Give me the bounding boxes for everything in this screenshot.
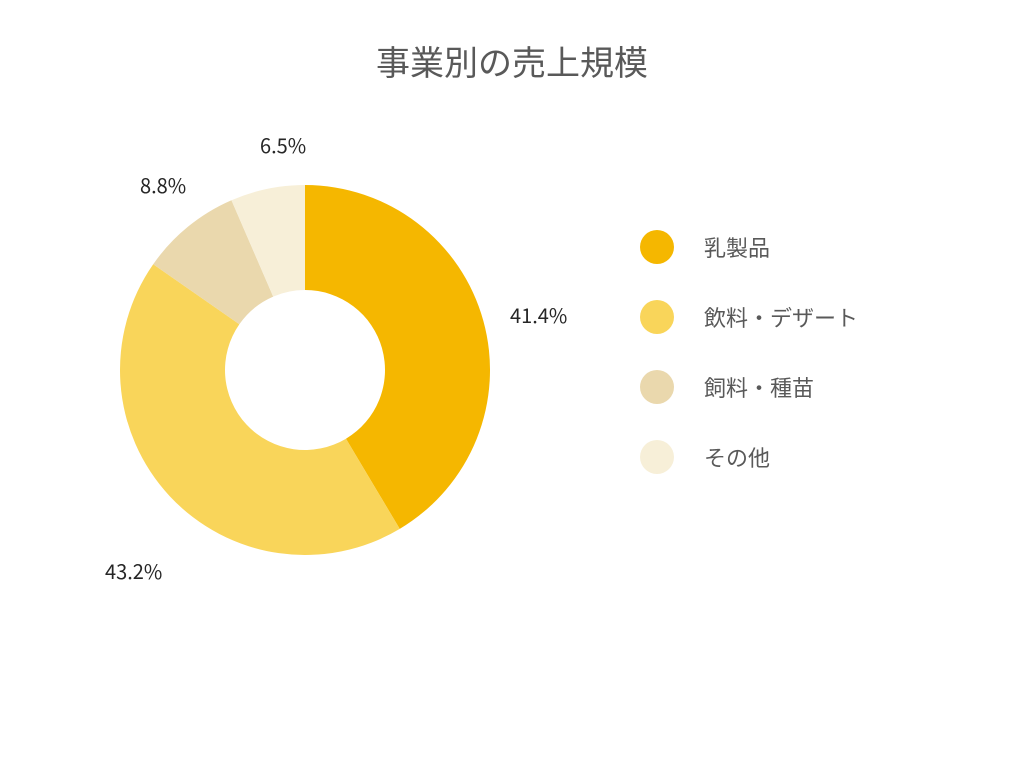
legend-text-3: その他 xyxy=(704,441,770,473)
legend-item-0: 乳製品 xyxy=(640,230,858,264)
chart-stage: 事業別の売上規模 乳製品飲料・デザート飼料・種苗その他 41.4% 43.2% 8.… xyxy=(0,0,1024,768)
legend-text-2: 飼料・種苗 xyxy=(704,371,814,403)
legend-item-3: その他 xyxy=(640,440,858,474)
legend-text-1: 飲料・デザート xyxy=(704,301,858,333)
legend-swatch-3 xyxy=(640,440,674,474)
legend-swatch-2 xyxy=(640,370,674,404)
chart-title: 事業別の売上規模 xyxy=(0,36,1024,85)
legend-item-2: 飼料・種苗 xyxy=(640,370,858,404)
slice-label-3: 6.5% xyxy=(260,130,306,159)
legend-text-0: 乳製品 xyxy=(704,231,770,263)
slice-label-0: 41.4% xyxy=(510,300,567,329)
legend: 乳製品飲料・デザート飼料・種苗その他 xyxy=(640,230,858,474)
slice-label-1: 43.2% xyxy=(105,556,162,585)
legend-item-1: 飲料・デザート xyxy=(640,300,858,334)
donut-chart xyxy=(120,185,490,555)
legend-swatch-0 xyxy=(640,230,674,264)
legend-swatch-1 xyxy=(640,300,674,334)
slice-label-2: 8.8% xyxy=(140,170,186,199)
donut-svg xyxy=(120,185,490,555)
